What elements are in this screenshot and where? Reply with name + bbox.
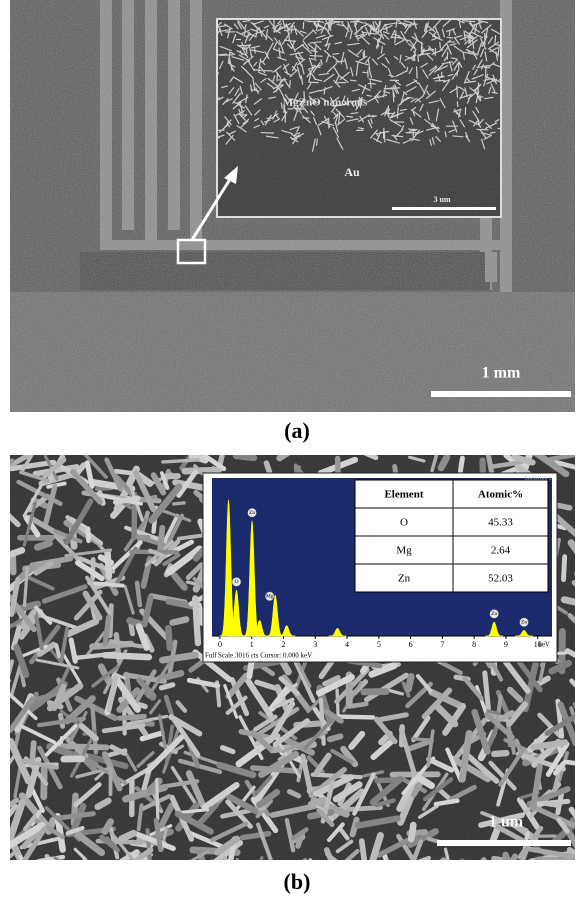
table-value: 52.03	[488, 573, 513, 585]
x-tick-label: 1	[250, 640, 254, 649]
scale-bar	[392, 207, 496, 210]
x-tick-label: 3	[313, 640, 317, 649]
caption: (a)	[284, 418, 310, 443]
peak-label: Mg	[266, 594, 274, 600]
figure: MgZnO nanorods Au 3 um 1 mm (a) Spectrum…	[0, 0, 579, 898]
x-tick-label: 8	[472, 640, 476, 649]
inset-a: MgZnO nanorods Au 3 um	[209, 18, 509, 218]
table-value: Mg	[396, 545, 412, 557]
page: MgZnO nanorods Au 3 um 1 mm (a) Spectrum…	[0, 0, 579, 898]
inset-label: MgZnO nanorods	[283, 97, 368, 109]
scale-label: 3 um	[433, 195, 450, 204]
x-tick-label: 4	[345, 640, 349, 649]
table-header: Element	[384, 489, 423, 501]
x-tick-label: 9	[504, 640, 508, 649]
x-tick-label: 6	[409, 640, 413, 649]
x-tick-label: 7	[440, 640, 444, 649]
x-tick-label: 0	[218, 640, 222, 649]
scale-bar	[437, 840, 571, 846]
table-value: Zn	[398, 573, 411, 585]
eds-footer: Full Scale 3016 cts Cursor: 0.000 keV	[205, 652, 312, 660]
peak-label: Zn	[491, 611, 497, 617]
peak-label: O	[234, 579, 238, 585]
scale-label: 1 mm	[482, 365, 521, 382]
x-tick-label: 5	[377, 640, 381, 649]
x-tick-label: 10	[534, 640, 542, 649]
table-value: 45.33	[488, 517, 513, 529]
caption: (b)	[284, 869, 311, 894]
eds-inset: Spectrum 1 keV Full Scale 3016 cts Curso…	[203, 473, 557, 662]
peak-label: Zn	[521, 620, 527, 626]
table-header: Atomic%	[478, 489, 523, 501]
scale-bar	[431, 391, 571, 397]
peak-label: Zn	[249, 510, 255, 516]
table-value: O	[400, 517, 408, 529]
table-value: 2.64	[491, 545, 511, 557]
inset-label: Au	[344, 165, 360, 179]
scale-label: 1 um	[489, 814, 524, 831]
x-tick-label: 2	[281, 640, 285, 649]
